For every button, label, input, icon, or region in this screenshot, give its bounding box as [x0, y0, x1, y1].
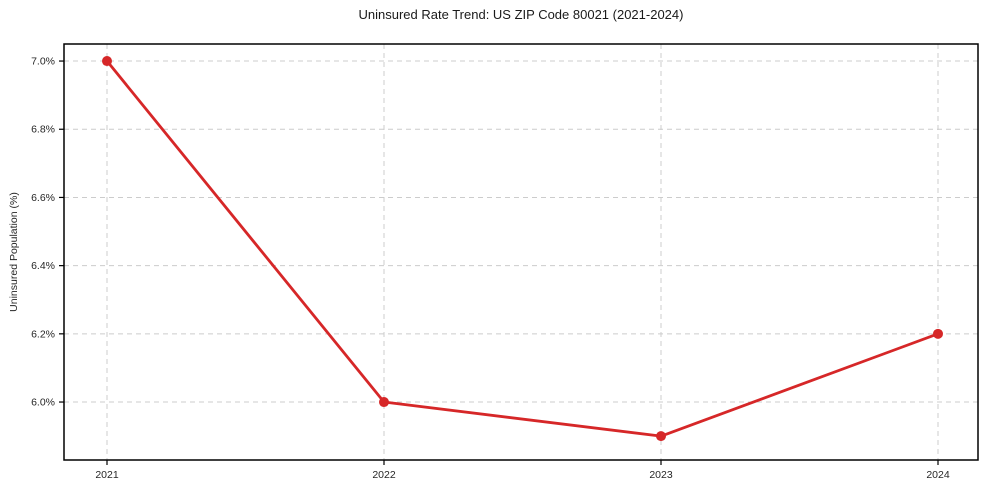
y-tick-label: 6.6% [31, 192, 55, 204]
data-point [379, 397, 389, 408]
x-tick-label: 2024 [926, 469, 950, 481]
y-tick-label: 6.8% [31, 124, 55, 136]
chart-title: Uninsured Rate Trend: US ZIP Code 80021 … [358, 7, 684, 22]
x-tick-label: 2021 [95, 469, 119, 481]
y-tick-label: 6.4% [31, 260, 55, 272]
data-line [105, 59, 940, 438]
y-tick-label: 7.0% [31, 56, 55, 68]
y-tick-label: 6.0% [31, 397, 55, 409]
data-point [933, 328, 943, 339]
data-point [102, 56, 112, 67]
x-tick-label: 2022 [372, 469, 396, 481]
y-tick-label: 6.2% [31, 328, 55, 340]
data-point [656, 431, 666, 442]
x-tick-label: 2023 [649, 469, 673, 481]
plot-border [63, 43, 979, 461]
